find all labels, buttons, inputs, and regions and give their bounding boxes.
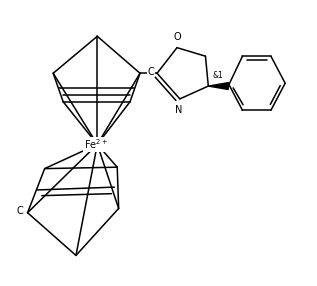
Text: C: C — [147, 67, 154, 77]
Text: &1: &1 — [213, 72, 223, 80]
Text: N: N — [175, 105, 182, 115]
Text: Fe$^{2+}$: Fe$^{2+}$ — [84, 138, 108, 151]
Text: C: C — [16, 206, 23, 216]
Text: O: O — [173, 32, 181, 42]
Polygon shape — [208, 83, 228, 90]
